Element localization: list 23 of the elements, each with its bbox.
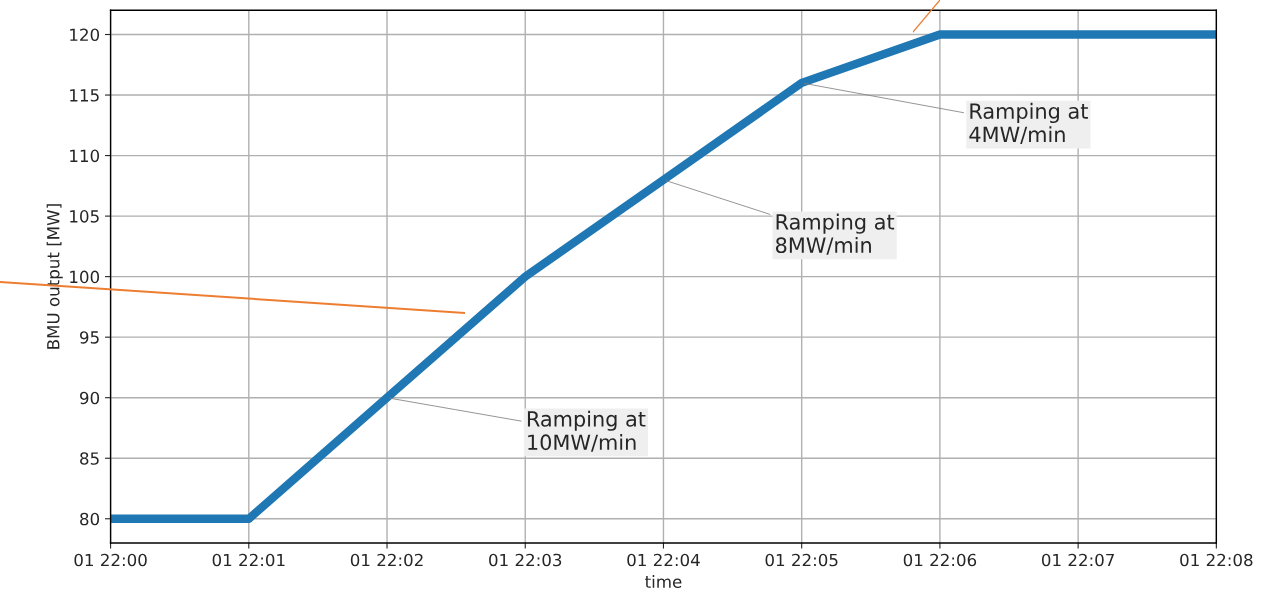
x-tick-label: 01 22:08 (1180, 553, 1253, 567)
x-tick-label: 01 22:05 (765, 553, 838, 567)
annotation: Ramping at 8MW/min (775, 213, 895, 255)
x-axis-title: time (645, 575, 682, 588)
y-tick-label: 80 (80, 512, 100, 526)
y-tick-label: 105 (70, 210, 99, 223)
x-tick-label: 01 22:06 (903, 553, 977, 567)
x-tick-label: 01 22:03 (489, 553, 562, 567)
y-tick-label: 90 (80, 391, 100, 405)
y-axis-title: BMU output [MW] (46, 204, 63, 349)
y-tick-label: 85 (80, 452, 99, 465)
y-tick-label: 120 (70, 28, 100, 42)
x-tick-label: 01 22:00 (74, 553, 147, 567)
x-tick-label: 01 22:02 (350, 553, 423, 567)
x-tick-label: 01 22:04 (627, 553, 700, 567)
annotation: Ramping at 10MW/min (527, 410, 646, 452)
annotation: Ramping at 4MW/min (969, 102, 1088, 144)
x-tick-label: 01 22:07 (1041, 553, 1114, 567)
y-tick-label: 115 (70, 89, 99, 102)
y-tick-label: 95 (80, 331, 99, 344)
x-tick-label: 01 22:01 (212, 553, 285, 567)
y-tick-label: 110 (70, 149, 100, 163)
y-tick-label: 100 (70, 270, 100, 284)
